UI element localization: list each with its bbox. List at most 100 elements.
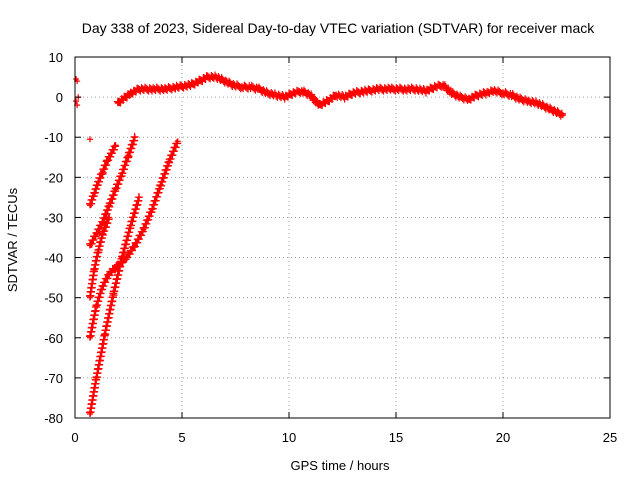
- data-point: [101, 330, 108, 337]
- y-tick-label: -10: [44, 130, 63, 145]
- data-point: [491, 88, 498, 95]
- series-isolated-points: [73, 76, 93, 143]
- data-point: [73, 98, 80, 105]
- data-point: [131, 242, 138, 249]
- data-point: [221, 78, 228, 85]
- x-tick-label: 20: [496, 430, 510, 445]
- data-point: [281, 94, 288, 101]
- data-point: [106, 202, 113, 209]
- data-point: [341, 94, 348, 101]
- series-track-1: [85, 142, 120, 209]
- data-point: [559, 112, 566, 119]
- data-point: [136, 86, 143, 93]
- data-point: [474, 92, 481, 99]
- series-track-5: [85, 193, 143, 417]
- data-point: [174, 138, 181, 145]
- data-point: [290, 90, 297, 97]
- data-point: [247, 84, 254, 91]
- data-point: [422, 88, 429, 95]
- data-point: [91, 190, 98, 197]
- data-point: [525, 98, 532, 105]
- data-point: [465, 96, 472, 103]
- data-point: [557, 109, 566, 118]
- data-point: [414, 86, 421, 93]
- data-point: [95, 178, 102, 185]
- data-point: [86, 410, 93, 417]
- data-point: [86, 136, 93, 143]
- data-point: [333, 92, 340, 99]
- data-point: [108, 150, 115, 157]
- y-tick-label: -40: [44, 251, 63, 266]
- data-point: [508, 92, 515, 99]
- data-point: [149, 206, 156, 213]
- data-point: [350, 90, 357, 97]
- data-point: [161, 86, 168, 93]
- y-tick-label: -70: [44, 371, 63, 386]
- data-point: [99, 230, 106, 237]
- x-tick-label: 15: [389, 430, 403, 445]
- y-tick-label: -80: [44, 411, 63, 426]
- y-tick-label: 0: [56, 90, 63, 105]
- data-point: [324, 98, 331, 105]
- data-point: [431, 84, 438, 91]
- x-tick-label: 0: [71, 430, 78, 445]
- y-tick-label: -60: [44, 331, 63, 346]
- data-point: [149, 86, 156, 93]
- data-point: [114, 100, 121, 107]
- series-track-4: [85, 138, 182, 341]
- data-point: [99, 282, 106, 289]
- series-track-2: [85, 132, 139, 249]
- x-tick-label: 25: [603, 430, 617, 445]
- data-point: [86, 242, 93, 249]
- data-point: [534, 100, 541, 107]
- data-point: [448, 90, 455, 97]
- data-point: [127, 90, 134, 97]
- data-point: [99, 168, 106, 175]
- data-point: [119, 170, 126, 177]
- data-point: [401, 86, 408, 93]
- data-point: [140, 226, 147, 233]
- data-point: [500, 90, 506, 97]
- data-point: [196, 78, 203, 85]
- data-point: [91, 266, 98, 273]
- data-point: [388, 86, 395, 93]
- y-axis-label: SDTVAR / TECUs: [5, 187, 20, 292]
- data-point: [238, 84, 245, 91]
- data-point: [517, 96, 524, 103]
- data-point: [86, 294, 93, 301]
- data-point: [551, 108, 558, 115]
- data-points: [73, 71, 566, 417]
- series-track-3: [85, 214, 113, 301]
- data-point: [157, 182, 164, 189]
- data-point: [187, 82, 194, 89]
- data-point: [440, 82, 447, 89]
- y-tick-label: 10: [49, 50, 63, 65]
- data-point: [363, 88, 370, 95]
- data-point: [457, 94, 464, 101]
- axis-ticks: 0 5 10 15 20 25 10 0 -10 -20 -30 -40 -50 -60 -70 -80: [44, 50, 617, 445]
- y-tick-label: -30: [44, 210, 63, 225]
- data-point: [230, 82, 237, 89]
- data-point: [106, 214, 113, 221]
- x-tick-label: 5: [178, 430, 185, 445]
- data-point: [110, 290, 117, 297]
- data-point: [256, 86, 263, 93]
- data-point: [93, 230, 100, 237]
- x-tick-label: 10: [282, 430, 296, 445]
- data-point: [125, 152, 132, 159]
- data-point: [112, 186, 119, 193]
- chart-title: Day 338 of 2023, Sidereal Day-to-day VTE…: [82, 20, 595, 36]
- y-tick-label: -50: [44, 291, 63, 306]
- data-point: [93, 374, 100, 381]
- data-point: [213, 74, 220, 81]
- data-point: [86, 202, 93, 209]
- data-point: [204, 74, 211, 81]
- data-point: [131, 134, 138, 141]
- plot-frame: [74, 56, 611, 419]
- data-point: [136, 194, 143, 201]
- data-point: [95, 246, 102, 253]
- data-point: [307, 92, 314, 99]
- data-point: [315, 102, 322, 109]
- data-point: [375, 86, 382, 93]
